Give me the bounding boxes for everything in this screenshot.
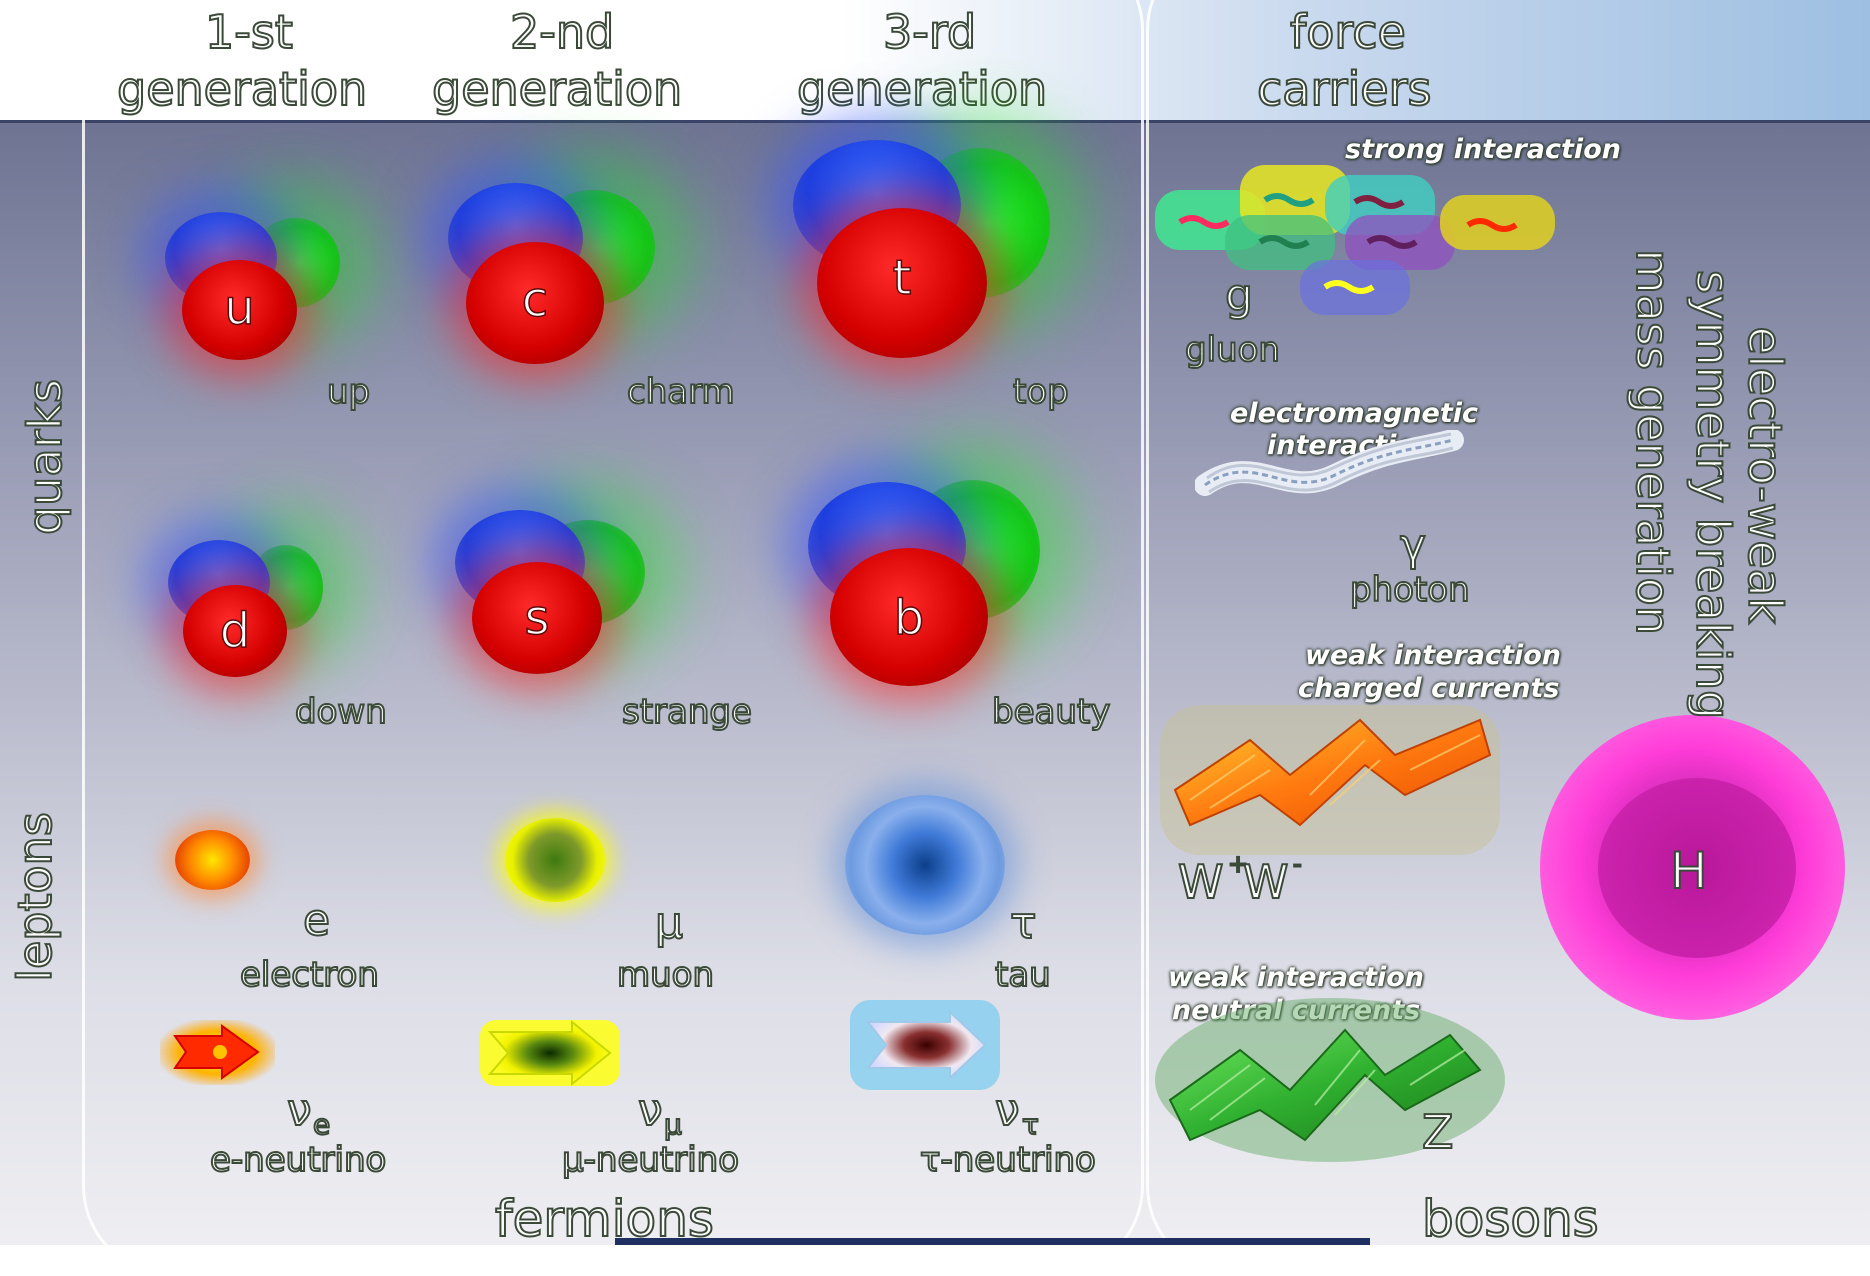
e-neutrino-arrow bbox=[160, 1020, 275, 1085]
top-name: top bbox=[1012, 371, 1070, 413]
w-boson-wave bbox=[1160, 705, 1500, 855]
up-symbol: u bbox=[224, 279, 256, 337]
muon-particle bbox=[505, 818, 605, 902]
photon-symbol: γ bbox=[1399, 519, 1427, 572]
e-neutrino-symbol: ν bbox=[286, 1084, 313, 1137]
charm-symbol: c bbox=[521, 271, 549, 329]
electron-name: electron bbox=[239, 954, 380, 996]
quarks-side-label: quarks bbox=[17, 378, 73, 536]
down-name: down bbox=[294, 691, 388, 733]
symmetry-breaking-label: symmetry breaking bbox=[1685, 269, 1741, 720]
mass-generation-label: mass generation bbox=[1625, 248, 1681, 636]
mu-neutrino-symbol: ν bbox=[637, 1084, 664, 1137]
strong-interaction-label: strong interaction bbox=[1345, 134, 1621, 165]
tau-symbol: τ bbox=[1009, 897, 1037, 950]
gluon-cluster bbox=[1155, 165, 1555, 315]
gen3-header-line2: generation bbox=[796, 61, 1048, 117]
mu-neutrino-arrow bbox=[480, 1019, 620, 1087]
z-symbol: Z bbox=[1421, 1104, 1454, 1160]
beauty-name: beauty bbox=[991, 691, 1111, 733]
gen1-header-line1: 1-st bbox=[204, 4, 294, 60]
w-plus-symbol: W bbox=[1177, 854, 1225, 910]
mu-neutrino-name: μ-neutrino bbox=[561, 1139, 740, 1181]
bosons-label: bosons bbox=[1421, 1189, 1600, 1249]
bottom-bar bbox=[615, 1238, 1370, 1245]
strange-name: strange bbox=[621, 691, 753, 733]
electron-particle bbox=[175, 830, 250, 890]
weak-charged-line2: charged currents bbox=[1298, 673, 1560, 704]
weak-neutral-line1: weak interaction bbox=[1168, 962, 1424, 993]
e-neutrino-name: e-neutrino bbox=[209, 1139, 387, 1181]
gluon-name: gluon bbox=[1184, 329, 1281, 371]
gen2-header-line1: 2-nd bbox=[509, 4, 615, 60]
leptons-side-label: leptons bbox=[7, 811, 63, 983]
z-boson-wave bbox=[1155, 998, 1505, 1162]
mu-neutrino-sub: μ bbox=[663, 1107, 683, 1142]
beauty-symbol: b bbox=[893, 589, 925, 647]
tau-neutrino-arrow bbox=[850, 1000, 1000, 1090]
header-band bbox=[0, 0, 1870, 123]
muon-symbol: μ bbox=[654, 897, 684, 950]
tau-neutrino-sub: τ bbox=[1021, 1107, 1040, 1142]
photon-wave bbox=[1195, 430, 1464, 496]
em-interaction-line1: electromagnetic bbox=[1230, 398, 1479, 429]
w-minus-symbol: W bbox=[1242, 854, 1290, 910]
gluon-symbol: g bbox=[1224, 269, 1254, 322]
electron-symbol: e bbox=[302, 894, 331, 947]
up-name: up bbox=[326, 371, 371, 413]
weak-charged-line1: weak interaction bbox=[1305, 640, 1561, 671]
tau-particle bbox=[845, 795, 1005, 935]
gen2-header-line2: generation bbox=[431, 61, 683, 117]
strange-symbol: s bbox=[524, 589, 551, 647]
top-symbol: t bbox=[892, 249, 912, 307]
muon-name: muon bbox=[616, 954, 715, 996]
electroweak-label: electro-weak bbox=[1737, 326, 1793, 625]
w-minus-sup: - bbox=[1292, 849, 1303, 879]
gen1-header-line2: generation bbox=[116, 61, 368, 117]
tau-neutrino-name: τ-neutrino bbox=[919, 1139, 1097, 1181]
higgs-core bbox=[1598, 778, 1796, 958]
e-neutrino-sub: e bbox=[312, 1107, 331, 1142]
w-plus-sup: + bbox=[1227, 849, 1249, 879]
tau-name: tau bbox=[994, 954, 1052, 996]
gen3-header-line1: 3-rd bbox=[882, 4, 977, 60]
force-header-line1: force bbox=[1289, 4, 1407, 60]
force-header-line2: carriers bbox=[1256, 61, 1432, 117]
charm-name: charm bbox=[626, 371, 736, 413]
down-symbol: d bbox=[219, 602, 251, 660]
weak-neutral-line2: neutral currents bbox=[1172, 995, 1421, 1026]
photon-name: photon bbox=[1349, 569, 1471, 611]
tau-neutrino-symbol: ν bbox=[994, 1084, 1021, 1137]
higgs-symbol: H bbox=[1669, 841, 1709, 901]
